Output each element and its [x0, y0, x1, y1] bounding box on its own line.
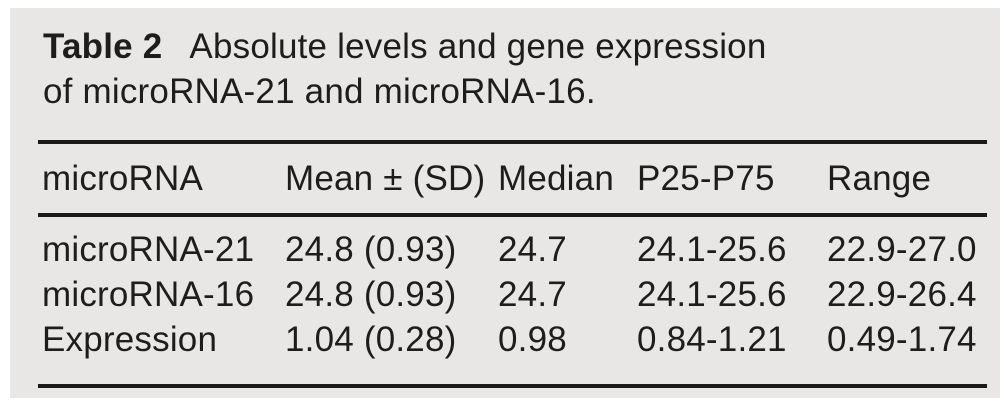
- table-number-label: Table 2: [43, 27, 163, 66]
- column-header-microrna: microRNA: [42, 158, 204, 198]
- column-header-mean-sd: Mean ± (SD): [285, 158, 486, 198]
- row-label: microRNA-21: [42, 229, 255, 269]
- caption-text-line2: of microRNA-21 and microRNA-16.: [43, 72, 596, 111]
- data-table: microRNA Mean ± (SD) Median P25-P75 Rang…: [38, 140, 987, 388]
- range-value: 22.9-27.0: [827, 229, 977, 269]
- table-body: microRNA-21 24.8 (0.93) 24.7 24.1-25.6 2…: [38, 217, 987, 388]
- median-value: 24.7: [498, 274, 567, 314]
- column-header-range: Range: [827, 158, 932, 198]
- mean-sd-value: 24.8 (0.93): [285, 229, 457, 269]
- range-value: 0.49-1.74: [827, 319, 977, 359]
- median-value: 24.7: [498, 229, 567, 269]
- table-header-row: microRNA Mean ± (SD) Median P25-P75 Rang…: [38, 140, 987, 217]
- p25-p75-value: 0.84-1.21: [637, 319, 787, 359]
- p25-p75-value: 24.1-25.6: [637, 274, 787, 314]
- table-card: Table 2 Absolute levels and gene expressi…: [10, 8, 1000, 398]
- caption-line-1: Table 2 Absolute levels and gene expressi…: [43, 24, 903, 69]
- row-label: microRNA-16: [42, 274, 255, 314]
- column-header-median: Median: [498, 158, 614, 198]
- table-row: microRNA-16 24.8 (0.93) 24.7 24.1-25.6 2…: [38, 272, 987, 317]
- caption-text-line1: Absolute levels and gene expression: [189, 27, 767, 66]
- mean-sd-value: 1.04 (0.28): [285, 319, 457, 359]
- row-label: Expression: [42, 319, 218, 359]
- median-value: 0.98: [498, 319, 567, 359]
- table-row: Expression 1.04 (0.28) 0.98 0.84-1.21 0.…: [38, 317, 987, 362]
- p25-p75-value: 24.1-25.6: [637, 229, 787, 269]
- mean-sd-value: 24.8 (0.93): [285, 274, 457, 314]
- table-row: microRNA-21 24.8 (0.93) 24.7 24.1-25.6 2…: [38, 227, 987, 272]
- table-caption: Table 2 Absolute levels and gene expressi…: [43, 24, 903, 114]
- column-header-p25-p75: P25-P75: [637, 158, 775, 198]
- range-value: 22.9-26.4: [827, 274, 977, 314]
